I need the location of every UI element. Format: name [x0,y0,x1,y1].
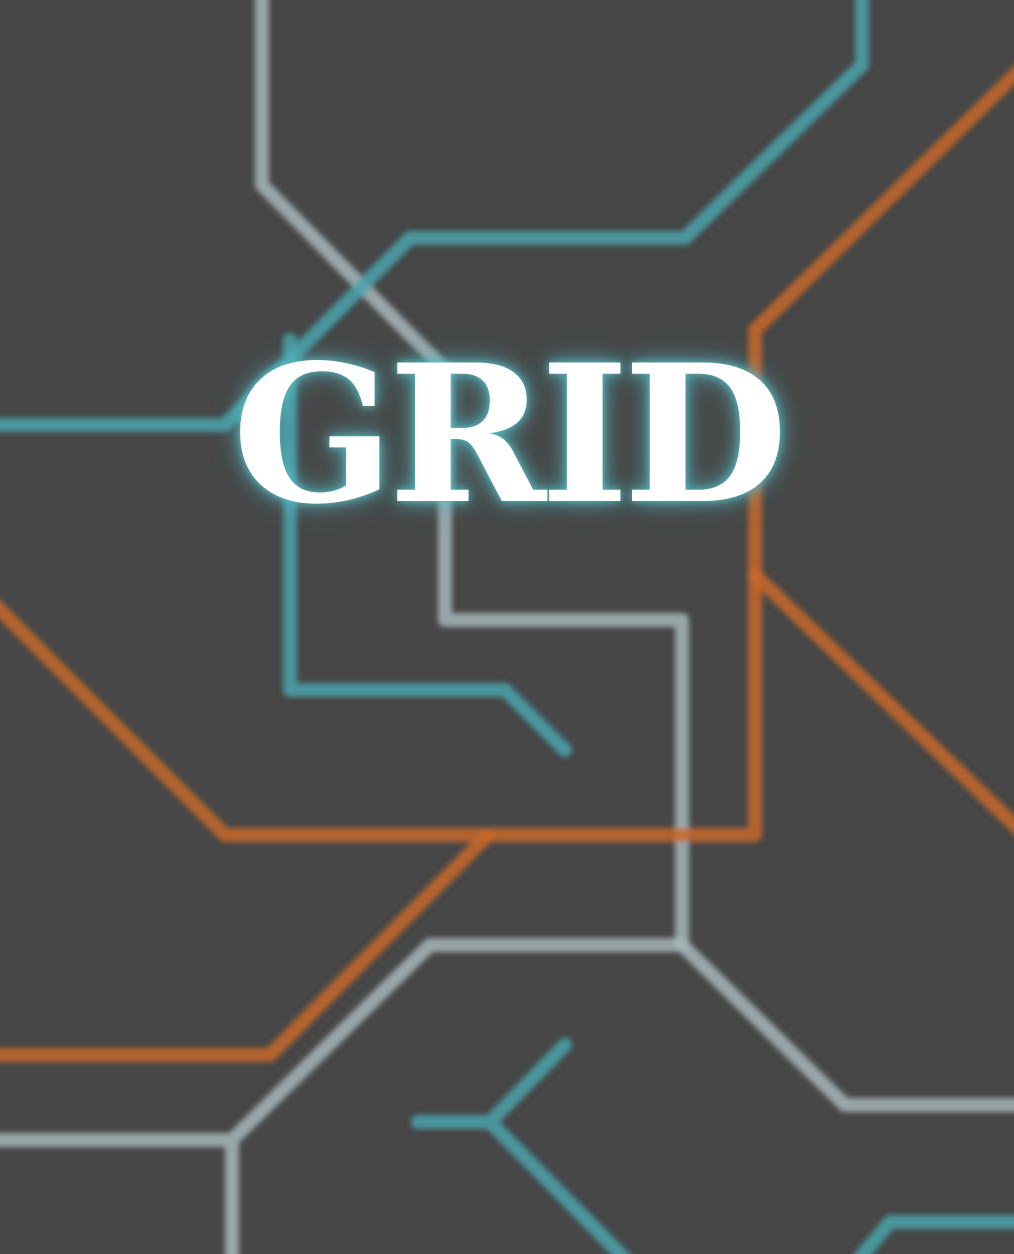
teal-line-bottom-branch [411,1038,630,1254]
orange-line-bottom [0,828,495,1062]
grid-title: GRID [232,323,788,546]
grey-line-bottom [0,938,689,1254]
orange-line-right [0,65,1014,842]
orange-line-right-diagonal [748,568,1014,835]
teal-line-middle [283,333,572,757]
grey-line-top [255,0,1014,1112]
teal-line-bottom-right [854,1215,1014,1254]
teal-line-top [0,0,869,432]
